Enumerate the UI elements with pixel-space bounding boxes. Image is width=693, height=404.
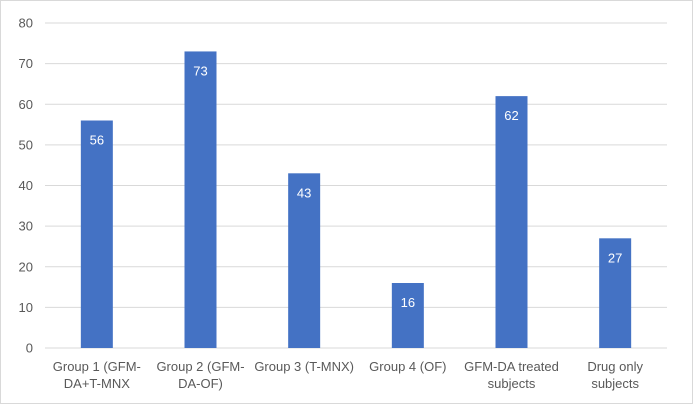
x-category-label: Group 2 (GFM-DA-OF): [156, 359, 244, 391]
y-tick-label: 10: [19, 300, 33, 315]
data-label: 73: [193, 63, 207, 78]
y-tick-label: 0: [26, 341, 33, 356]
x-axis-categories: Group 1 (GFM-DA+T-MNX Group 2 (GFM-DA-OF)…: [53, 359, 644, 391]
x-category-label: Group 1 (GFM-DA+T-MNX: [53, 359, 141, 391]
gridlines: [45, 22, 667, 349]
bar: [80, 120, 113, 348]
bar: [391, 283, 424, 348]
bar: [184, 51, 217, 348]
data-labels: 56 73 43 16 62 27: [90, 63, 623, 310]
data-label: 43: [297, 185, 311, 200]
bar: [495, 96, 528, 348]
y-tick-label: 40: [19, 178, 33, 193]
bars: [80, 51, 632, 348]
data-label: 62: [504, 108, 518, 123]
y-tick-label: 50: [19, 137, 33, 152]
x-category-label: GFM-DA treated subjects: [464, 359, 559, 391]
y-tick-label: 70: [19, 56, 33, 71]
bar: [599, 238, 632, 348]
y-tick-label: 20: [19, 259, 33, 274]
x-category-label: Group 4 (OF): [369, 359, 446, 374]
y-tick-label: 80: [19, 16, 33, 31]
x-category-label: Group 3 (T-MNX): [254, 359, 354, 374]
y-tick-label: 60: [19, 97, 33, 112]
y-axis-ticks: 0 10 20 30 40 50 60 70 80: [19, 16, 33, 356]
data-label: 16: [401, 295, 415, 310]
data-label: 27: [608, 250, 622, 265]
x-category-label: Drug only subjects: [587, 359, 643, 391]
y-tick-label: 30: [19, 219, 33, 234]
data-label: 56: [90, 133, 104, 148]
bar: [288, 173, 321, 348]
